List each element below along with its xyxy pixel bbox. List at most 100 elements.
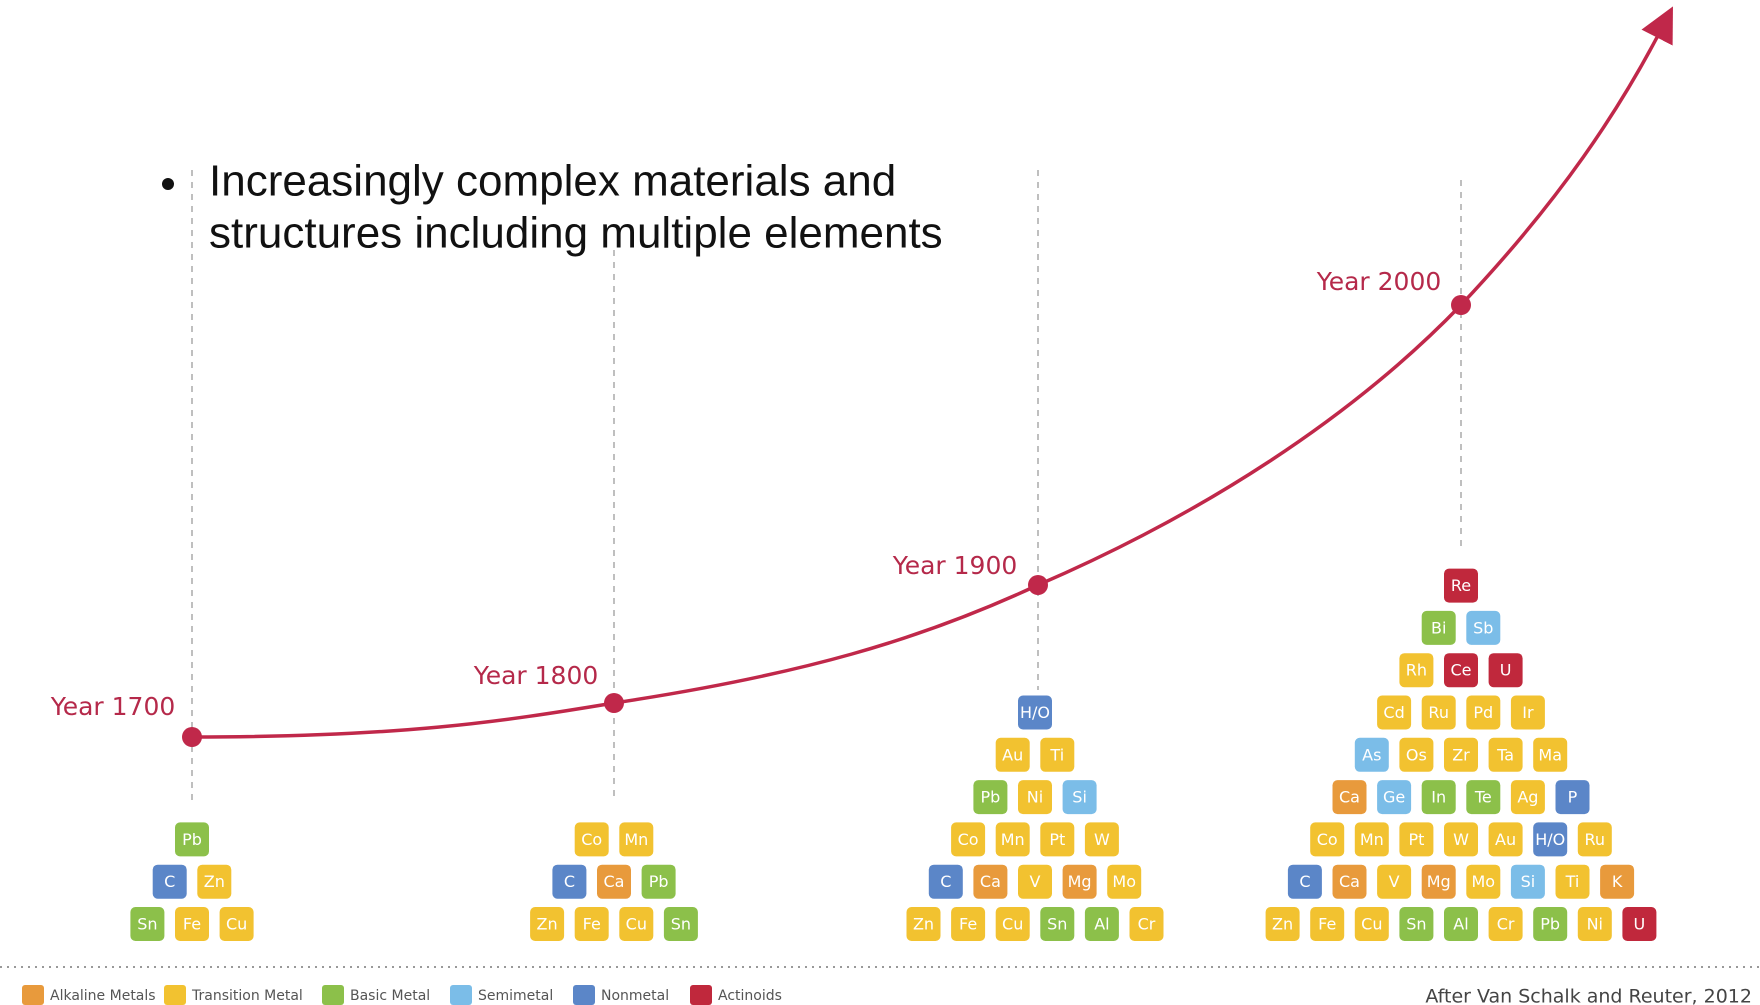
element-symbol: Sn bbox=[671, 915, 691, 934]
element-tile bbox=[597, 864, 631, 899]
element-symbol: C bbox=[164, 872, 175, 891]
year-label: Year 1700 bbox=[50, 692, 176, 721]
element-tile bbox=[1488, 653, 1523, 688]
element-tile bbox=[1444, 907, 1478, 941]
element-symbol: Pb bbox=[649, 872, 669, 891]
element-symbol: Pt bbox=[1408, 830, 1424, 849]
element-symbol: Zr bbox=[1452, 745, 1470, 764]
element-tile bbox=[1444, 568, 1478, 603]
element-tile bbox=[1466, 864, 1501, 899]
element-symbol: Cu bbox=[626, 915, 647, 934]
element-tile bbox=[1018, 864, 1052, 899]
year-label: Year 1800 bbox=[473, 661, 599, 690]
element-tile bbox=[1332, 864, 1367, 899]
legend-swatch bbox=[164, 985, 186, 1005]
element-symbol: Mn bbox=[1001, 830, 1025, 849]
element-symbol: Mn bbox=[1360, 830, 1384, 849]
element-tile bbox=[574, 822, 609, 857]
element-tile bbox=[175, 907, 209, 941]
legend-swatch bbox=[322, 985, 344, 1005]
element-symbol: Zn bbox=[204, 872, 225, 891]
element-symbol: Ca bbox=[1339, 788, 1360, 807]
element-symbol: Co bbox=[581, 830, 602, 849]
element-tile bbox=[1466, 695, 1501, 730]
element-symbol: Cd bbox=[1383, 703, 1404, 722]
element-tile bbox=[1510, 695, 1545, 730]
bullet-line: structures including multiple elements bbox=[209, 209, 943, 258]
element-symbol: Au bbox=[1002, 745, 1023, 764]
element-symbol: Ni bbox=[1027, 788, 1043, 807]
element-tile bbox=[619, 822, 654, 857]
element-symbol: Fe bbox=[959, 915, 977, 934]
year-label: Year 2000 bbox=[1316, 267, 1442, 296]
element-tile bbox=[552, 864, 587, 899]
element-tile bbox=[995, 822, 1030, 857]
element-symbol: Ma bbox=[1538, 745, 1562, 764]
element-tile bbox=[1466, 610, 1501, 645]
element-symbol: Pb bbox=[1540, 915, 1560, 934]
legend-swatch bbox=[690, 985, 712, 1005]
element-tile bbox=[1377, 864, 1412, 899]
element-symbol: Co bbox=[1317, 830, 1338, 849]
element-tile bbox=[1577, 907, 1612, 941]
element-symbol: Zn bbox=[913, 915, 934, 934]
element-tile bbox=[1421, 864, 1456, 899]
element-tile bbox=[1062, 864, 1097, 899]
element-symbol: As bbox=[1362, 745, 1381, 764]
element-symbol: W bbox=[1453, 830, 1469, 849]
element-symbol: Sn bbox=[137, 915, 157, 934]
element-symbol: Ag bbox=[1517, 788, 1538, 807]
legend-label: Actinoids bbox=[718, 988, 782, 1004]
legend-swatch bbox=[450, 985, 472, 1005]
element-symbol: Sb bbox=[1473, 618, 1493, 637]
element-symbol: Cr bbox=[1138, 915, 1156, 934]
element-tile bbox=[1399, 907, 1434, 941]
element-symbol: Ni bbox=[1587, 915, 1603, 934]
element-symbol: C bbox=[564, 872, 575, 891]
element-tile bbox=[1510, 864, 1545, 899]
element-symbol: Ir bbox=[1522, 703, 1534, 722]
element-symbol: Mo bbox=[1112, 872, 1136, 891]
element-symbol: C bbox=[1299, 872, 1310, 891]
element-tile bbox=[1421, 695, 1456, 730]
element-symbol: In bbox=[1431, 788, 1446, 807]
element-tile bbox=[995, 907, 1030, 941]
element-tile bbox=[1444, 653, 1478, 688]
element-tile bbox=[1287, 864, 1322, 899]
element-tile bbox=[1466, 780, 1501, 815]
element-symbol: Co bbox=[958, 830, 979, 849]
bullet-dot bbox=[162, 178, 174, 190]
element-symbol: Zn bbox=[537, 915, 558, 934]
element-symbol: Au bbox=[1495, 830, 1516, 849]
element-tile bbox=[1533, 737, 1568, 772]
element-tile bbox=[1332, 780, 1367, 815]
element-tile bbox=[1399, 822, 1434, 857]
element-tile bbox=[906, 907, 941, 941]
element-tile bbox=[219, 907, 254, 941]
element-tile bbox=[197, 864, 232, 899]
credit: After Van Schalk and Reuter, 2012 bbox=[1425, 986, 1752, 1005]
legend-label: Transition Metal bbox=[191, 988, 303, 1004]
bullet-line: Increasingly complex materials and bbox=[209, 157, 896, 206]
element-tile bbox=[1084, 907, 1119, 941]
element-symbol: Cu bbox=[226, 915, 247, 934]
element-tile bbox=[1444, 737, 1478, 772]
element-tile bbox=[152, 864, 187, 899]
element-symbol: Ta bbox=[1496, 745, 1514, 764]
element-symbol: U bbox=[1500, 661, 1512, 680]
element-tile bbox=[1555, 864, 1590, 899]
legend-label: Nonmetal bbox=[601, 988, 669, 1004]
element-symbol: U bbox=[1634, 915, 1646, 934]
element-tile bbox=[1354, 907, 1389, 941]
element-symbol: Pb bbox=[182, 830, 202, 849]
element-tile bbox=[1040, 737, 1075, 772]
element-tile bbox=[1600, 864, 1635, 899]
element-tile bbox=[1399, 653, 1434, 688]
element-tile bbox=[951, 822, 986, 857]
element-tile bbox=[995, 737, 1030, 772]
element-symbol: Ca bbox=[1339, 872, 1360, 891]
element-tile bbox=[619, 907, 654, 941]
element-tile bbox=[973, 864, 1008, 899]
element-tile bbox=[1040, 822, 1075, 857]
element-symbol: Mo bbox=[1472, 872, 1496, 891]
